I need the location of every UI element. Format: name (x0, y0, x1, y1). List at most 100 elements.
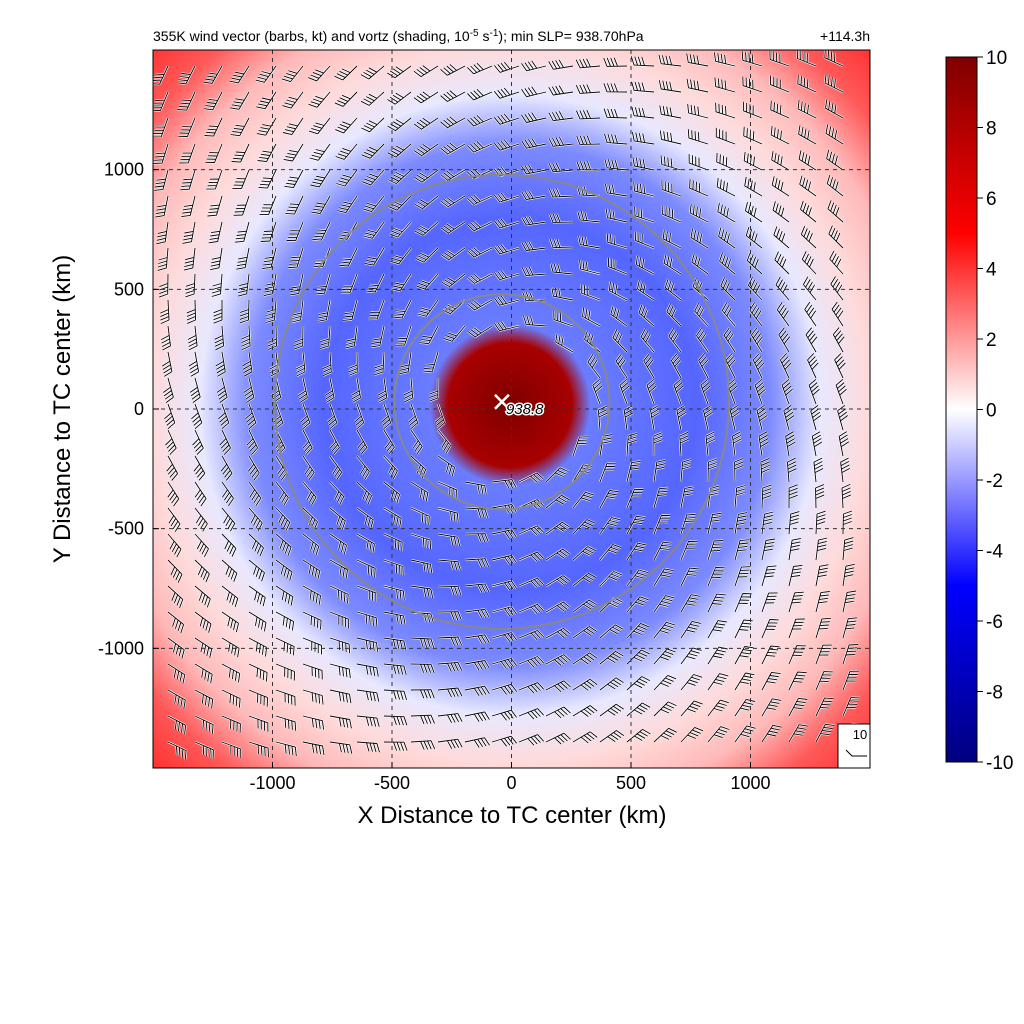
wind-barb (788, 564, 803, 587)
wind-barb (491, 658, 517, 669)
wind-barb (572, 731, 598, 744)
wind-barb (829, 250, 844, 275)
wind-barb (727, 378, 738, 405)
wind-barb (815, 617, 831, 639)
wind-barb (788, 537, 801, 561)
wind-barb (518, 577, 544, 588)
wind-barb (521, 190, 547, 201)
wind-barb (319, 325, 331, 350)
y-tick-label: -1000 (98, 638, 144, 658)
wind-barb (545, 732, 571, 745)
wind-barb (813, 457, 824, 483)
wind-barb (798, 150, 817, 171)
wind-barb (610, 305, 628, 327)
wind-barb (773, 226, 790, 249)
wind-barb (680, 700, 703, 717)
wind-barb (395, 325, 412, 346)
wind-barb (842, 697, 860, 717)
wind-barb (680, 620, 701, 639)
wind-barb (285, 195, 304, 215)
wind-barb (167, 637, 185, 659)
wind-barb (707, 458, 718, 483)
wind-barb (262, 247, 277, 269)
wind-barb (356, 611, 378, 627)
wind-barb (491, 606, 517, 617)
wind-barb (388, 195, 412, 211)
wind-barb (599, 544, 622, 561)
wind-barb (383, 663, 407, 675)
wind-barb (550, 263, 574, 275)
wind-barb (255, 65, 277, 83)
wind-barb (284, 169, 304, 189)
wind-barb (653, 487, 669, 509)
wind-barb (491, 683, 517, 695)
wind-barb (153, 91, 169, 111)
wind-barb (167, 559, 183, 583)
wind-barb (180, 169, 196, 191)
wind-barb (308, 117, 331, 135)
wind-barb (689, 203, 709, 223)
wind-barb (494, 321, 520, 332)
colorbar-tick-label: 8 (986, 119, 997, 140)
wind-barb (343, 299, 358, 321)
wind-barb (258, 169, 277, 189)
wind-barb (761, 671, 781, 691)
wind-barb (153, 65, 169, 85)
wind-barb (464, 481, 487, 495)
wind-barb (575, 84, 601, 94)
wind-barb (383, 611, 406, 625)
colorbar-tick-label: 0 (986, 401, 997, 422)
wind-barb (781, 378, 793, 405)
wind-barb (163, 377, 174, 403)
wind-barb (551, 287, 574, 301)
wind-barb (840, 457, 851, 483)
wind-barb (834, 353, 846, 379)
wind-barb (464, 558, 490, 568)
wind-barb (658, 54, 682, 67)
wind-barb (185, 273, 196, 298)
wind-barb (785, 431, 796, 457)
wind-barb (210, 247, 223, 271)
wind-barb (194, 585, 211, 608)
wind-barb (687, 103, 709, 119)
wind-barb (828, 225, 844, 249)
wind-barb (599, 597, 623, 613)
wind-barb (788, 511, 800, 535)
wind-barb (167, 715, 187, 735)
wind-barb (437, 507, 459, 523)
wind-barb (329, 507, 346, 530)
wind-barb (329, 585, 349, 604)
wind-barb (494, 218, 520, 229)
wind-barb (741, 51, 763, 67)
wind-barb (831, 301, 844, 327)
wind-barb (576, 186, 601, 197)
wind-barb (467, 168, 493, 179)
wind-barb (437, 611, 462, 621)
wind-barb (626, 542, 647, 561)
wind-barb (440, 195, 466, 208)
wind-barb (518, 656, 545, 668)
wind-barb (467, 141, 493, 153)
wind-barb (437, 661, 463, 672)
wind-barb (467, 299, 493, 311)
wind-barb (696, 327, 709, 353)
wind-barb (491, 632, 517, 642)
wind-barb (243, 377, 255, 403)
wind-barb (758, 431, 769, 457)
wind-barb (362, 169, 385, 186)
wind-barb (776, 302, 790, 327)
wind-barb (548, 111, 574, 122)
wind-barb (826, 149, 844, 171)
wind-barb (221, 741, 242, 759)
wind-barb (177, 91, 196, 111)
wind-barb (356, 481, 373, 505)
wind-barb (626, 596, 649, 613)
wind-barb (234, 221, 250, 243)
wind-barb (248, 585, 266, 607)
x-axis-label: X Distance to TC center (km) (358, 802, 667, 829)
wind-barb (233, 195, 250, 216)
wind-barb (340, 273, 358, 294)
wind-barb (153, 117, 169, 138)
wind-barb (302, 715, 325, 730)
wind-barb (575, 58, 601, 69)
